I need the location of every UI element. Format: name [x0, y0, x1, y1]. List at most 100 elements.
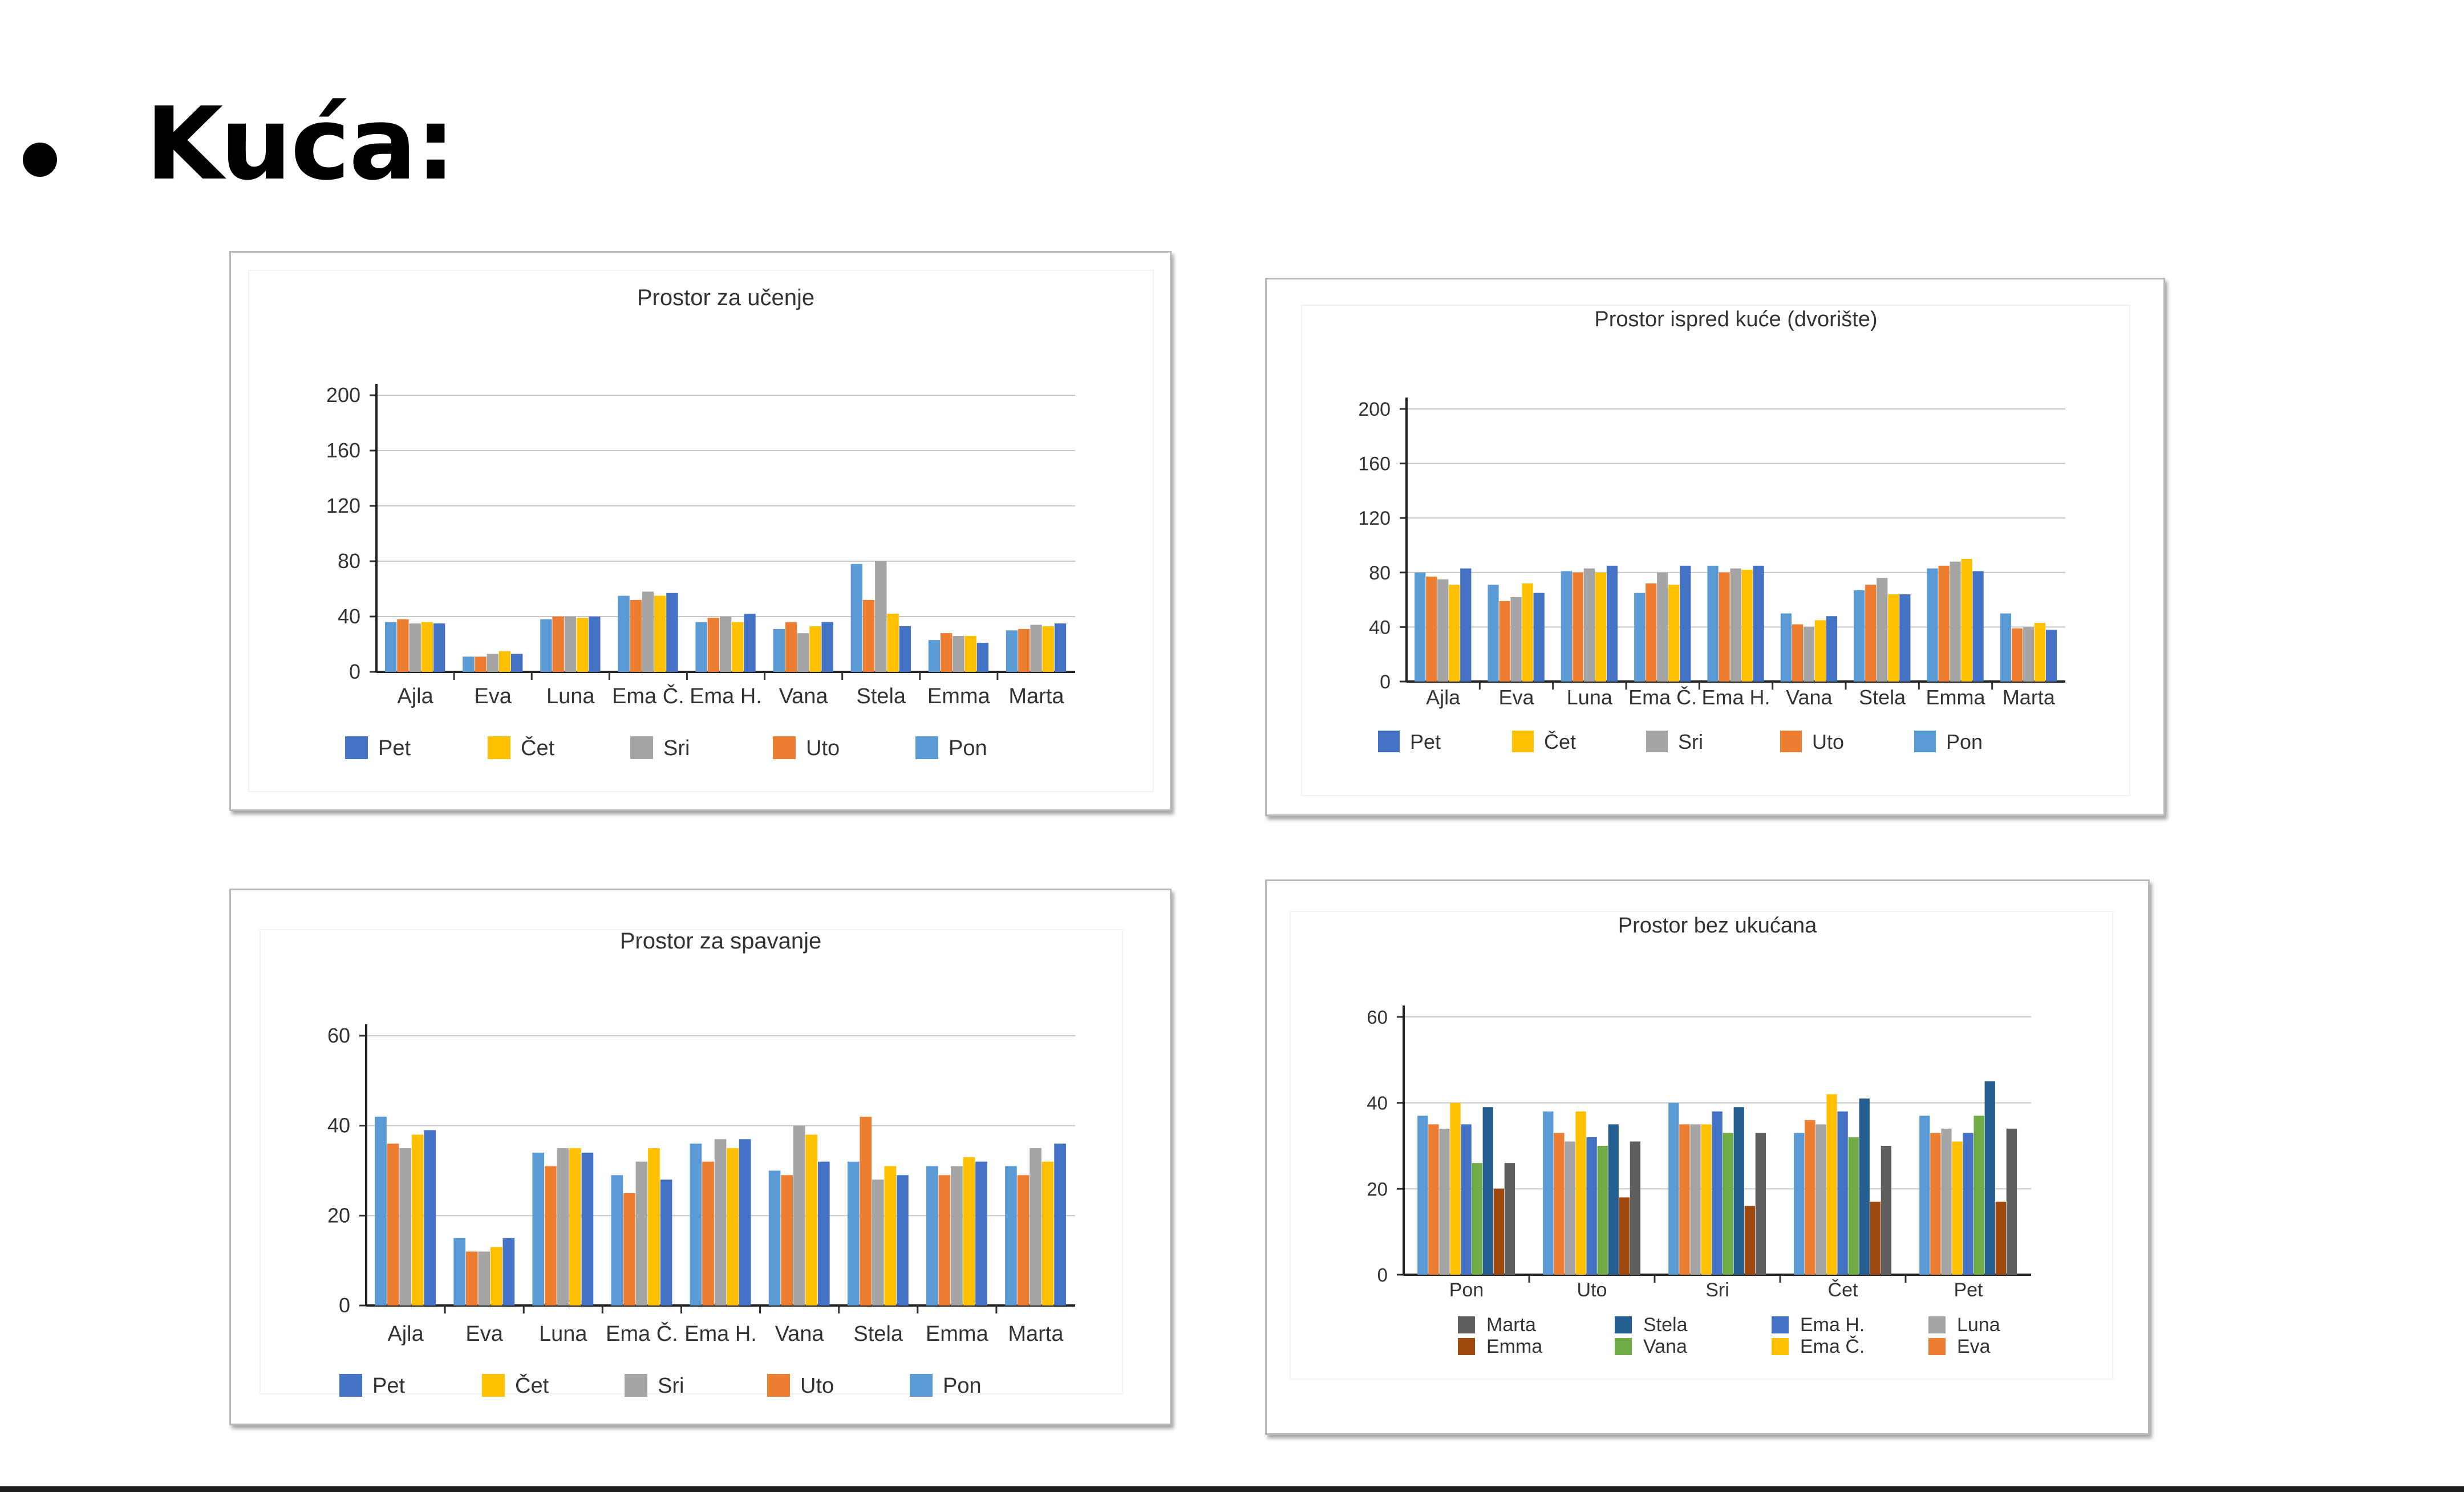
bar-ucenje-Pon-Luna: [540, 619, 552, 672]
y-tick-label: 200: [326, 383, 360, 407]
bar-ucenje-Pon-Ajla: [384, 622, 397, 672]
bullet-point: [23, 143, 57, 177]
bar-bez-ukucana-Luna-Uto: [1565, 1141, 1575, 1275]
bar-bez-ukucana-Ema H.-Sri: [1712, 1111, 1723, 1275]
legend-label: Uto: [1812, 730, 1844, 753]
legend-label: Eva: [1957, 1336, 1991, 1357]
legend-swatch-Pet: [1378, 731, 1400, 752]
bar-bez-ukucana-Emma-Pon: [1493, 1189, 1504, 1275]
bar-spavanje-Sri-Marta: [1030, 1148, 1041, 1306]
bar-spavanje-Čet-Vana: [805, 1134, 818, 1306]
bar-dvoriste-Čet-Ajla: [1449, 585, 1460, 682]
y-tick-label: 160: [326, 439, 360, 462]
bar-bez-ukucana-Luna-Pon: [1439, 1128, 1450, 1275]
bar-ucenje-Pet-Ema Č.: [666, 593, 678, 672]
y-tick-label: 0: [1380, 671, 1391, 693]
x-category-label: Emma: [927, 684, 991, 708]
x-category-label: Stela: [853, 1322, 903, 1346]
bar-ucenje-Čet-Eva: [499, 651, 511, 672]
bar-ucenje-Čet-Marta: [1042, 626, 1054, 672]
bar-bez-ukucana-Vana-Pon: [1472, 1163, 1482, 1275]
y-tick-label: 40: [1367, 1093, 1388, 1114]
bar-ucenje-Sri-Eva: [487, 654, 499, 672]
y-tick-label: 40: [1369, 617, 1391, 638]
legend-swatch-Čet: [1512, 731, 1534, 752]
bar-bez-ukucana-Emma-Uto: [1619, 1197, 1630, 1275]
bar-spavanje-Pon-Ema Č.: [611, 1175, 623, 1306]
x-category-label: Sri: [1705, 1279, 1729, 1301]
bar-ucenje-Sri-Emma: [953, 635, 964, 672]
x-category-label: Vana: [775, 1322, 825, 1346]
legend-swatch-Pet: [345, 736, 368, 759]
legend-label: Luna: [1957, 1314, 2000, 1336]
bar-spavanje-Pet-Marta: [1054, 1144, 1066, 1306]
bar-ucenje-Uto-Emma: [940, 633, 953, 672]
x-category-label: Ajla: [387, 1322, 424, 1346]
bar-spavanje-Pet-Ajla: [424, 1130, 436, 1306]
bar-spavanje-Uto-Ema H.: [702, 1161, 714, 1306]
x-category-label: Emma: [1926, 686, 1985, 709]
bar-spavanje-Sri-Ema H.: [714, 1139, 727, 1306]
legend-label: Ema H.: [1800, 1314, 1865, 1336]
bar-dvoriste-Sri-Luna: [1583, 568, 1595, 682]
x-category-label: Luna: [1567, 686, 1613, 709]
legend-label: Emma: [1486, 1336, 1542, 1357]
bar-spavanje-Pet-Vana: [817, 1161, 830, 1306]
bar-spavanje-Pet-Ema H.: [739, 1139, 751, 1306]
bar-ucenje-Čet-Ajla: [421, 622, 433, 672]
x-category-label: Ema Č.: [1628, 686, 1697, 709]
bar-bez-ukucana-Eva-Sri: [1679, 1124, 1690, 1275]
x-category-label: Marta: [2003, 686, 2056, 709]
legend-swatch-Eva: [1928, 1338, 1946, 1355]
chart-bez-ukucana: Prostor bez ukućana 0 20 40 60 Pon Uto Sri Čet Pe…: [1367, 914, 2031, 1357]
bar-spavanje-Pet-Eva: [502, 1238, 515, 1306]
x-category-label: Eva: [465, 1322, 503, 1346]
bar-bez-ukucana-Ajla-Pon: [1417, 1116, 1428, 1275]
bar-dvoriste-Uto-Vana: [1792, 624, 1804, 682]
x-category-label: Eva: [474, 684, 512, 708]
bar-ucenje-Pet-Ema H.: [744, 614, 756, 672]
bar-spavanje-Uto-Ema Č.: [623, 1193, 635, 1306]
bar-bez-ukucana-Eva-Pet: [1930, 1133, 1941, 1275]
bar-ucenje-Pon-Eva: [463, 656, 475, 672]
bar-spavanje-Čet-Ema Č.: [648, 1148, 660, 1306]
bar-bez-ukucana-Ema Č.-Čet: [1826, 1094, 1837, 1275]
y-tick-label: 40: [327, 1114, 350, 1137]
chart-title: Prostor bez ukućana: [1618, 914, 1817, 938]
legend-label: Vana: [1643, 1336, 1687, 1357]
x-category-label: Pon: [1449, 1279, 1484, 1301]
bar-bez-ukucana-Ema H.-Čet: [1837, 1111, 1848, 1275]
y-tick-label: 80: [1369, 562, 1391, 584]
bar-dvoriste-Sri-Ajla: [1437, 579, 1449, 682]
legend-swatch-Pet: [339, 1374, 362, 1397]
y-tick-label: 200: [1358, 399, 1391, 420]
bar-dvoriste-Pet-Ema H.: [1753, 565, 1764, 682]
bar-ucenje-Uto-Eva: [475, 656, 487, 672]
bar-spavanje-Pon-Ajla: [375, 1116, 387, 1306]
y-tick-label: 80: [338, 549, 360, 573]
legend-label: Pet: [1410, 730, 1441, 753]
legend-label: Sri: [663, 736, 690, 760]
bar-dvoriste-Pon-Ajla: [1415, 572, 1426, 682]
bar-spavanje-Sri-Stela: [872, 1179, 884, 1306]
bar-ucenje-Čet-Ema Č.: [654, 595, 666, 672]
x-category-label: Eva: [1498, 686, 1534, 709]
bar-ucenje-Pet-Marta: [1054, 623, 1067, 672]
bar-ucenje-Sri-Luna: [564, 617, 577, 672]
bar-bez-ukucana-Ema H.-Pon: [1461, 1124, 1472, 1275]
bar-spavanje-Čet-Ajla: [411, 1134, 424, 1306]
bar-bez-ukucana-Eva-Pon: [1428, 1124, 1439, 1275]
bar-dvoriste-Čet-Stela: [1888, 594, 1899, 682]
bar-dvoriste-Pet-Stela: [1899, 594, 1911, 682]
bar-dvoriste-Pon-Stela: [1854, 590, 1865, 682]
legend-swatch-Čet: [482, 1374, 505, 1397]
bar-ucenje-Sri-Marta: [1030, 625, 1042, 672]
bar-dvoriste-Pon-Emma: [1927, 568, 1938, 682]
legend-label: Čet: [1544, 730, 1576, 753]
bar-ucenje-Čet-Luna: [576, 618, 589, 672]
legend-swatch-Vana: [1615, 1338, 1632, 1355]
legend-label: Čet: [515, 1373, 549, 1398]
bar-dvoriste-Sri-Eva: [1510, 597, 1522, 682]
legend-label: Pet: [372, 1374, 405, 1398]
chart-card-bez-ukucana: Prostor bez ukućana 0 20 40 60 Pon Uto Sri Čet Pe…: [1265, 879, 2150, 1435]
